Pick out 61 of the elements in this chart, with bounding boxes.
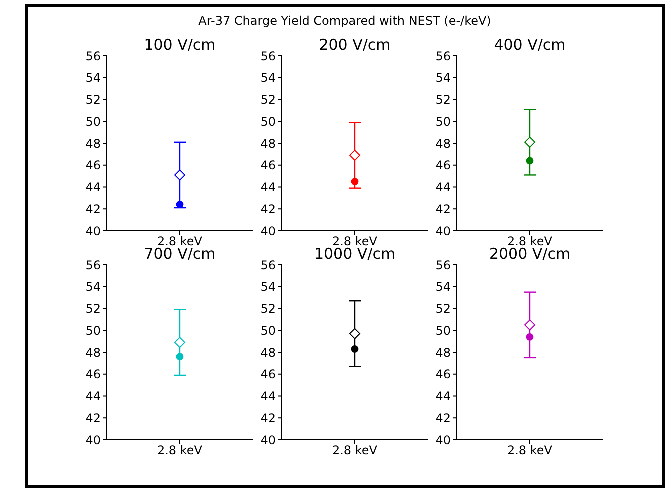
y-tick-label: 48 (436, 136, 451, 151)
y-tick-label: 42 (436, 202, 451, 216)
chart-title: 100 V/cm (143, 36, 217, 54)
y-tick-label: 42 (436, 411, 451, 426)
y-tick-label: 52 (86, 302, 101, 316)
y-tick-label: 42 (260, 411, 276, 426)
y-tick-label: 56 (436, 258, 451, 272)
y-tick-label: 50 (86, 114, 101, 129)
y-tick-label: 48 (436, 346, 451, 360)
y-tick-label: 46 (86, 158, 101, 173)
y-tick-label: 54 (260, 71, 276, 86)
y-tick-label: 50 (436, 324, 451, 338)
y-tick-label: 52 (86, 93, 101, 108)
y-tick-label: 56 (86, 49, 101, 64)
y-tick-label: 42 (86, 411, 101, 426)
y-tick-label: 48 (86, 136, 101, 151)
y-tick-label: 50 (260, 324, 276, 338)
y-tick-label: 56 (86, 258, 101, 272)
y-tick-label: 52 (260, 93, 276, 108)
x-tick-label: 2.8 keV (332, 444, 378, 458)
y-tick-label: 44 (260, 390, 276, 404)
y-tick-label: 48 (260, 136, 276, 151)
y-tick-label: 50 (436, 114, 451, 129)
y-tick-label: 52 (260, 302, 276, 316)
y-tick-label: 54 (260, 280, 276, 294)
y-tick-label: 54 (86, 71, 101, 86)
y-tick-label: 44 (436, 180, 451, 195)
y-tick-label: 40 (86, 224, 101, 238)
y-tick-label: 40 (436, 224, 451, 238)
y-tick-label: 44 (86, 390, 101, 404)
y-tick-label: 52 (436, 93, 451, 108)
y-tick-label: 46 (260, 158, 276, 173)
y-tick-label: 46 (436, 368, 451, 382)
y-tick-label: 40 (436, 433, 451, 448)
text: Ar-37 Charge Yield Compared with NEST (e-/keV) (198, 14, 492, 28)
y-tick-label: 44 (86, 180, 101, 195)
y-tick-label: 56 (436, 49, 451, 64)
chart-title: 200 V/cm (318, 36, 392, 54)
y-tick-label: 56 (260, 258, 276, 272)
y-tick-label: 54 (436, 71, 451, 86)
y-tick-label: 46 (260, 368, 276, 382)
y-tick-label: 46 (436, 158, 451, 173)
y-tick-label: 40 (86, 433, 101, 448)
y-tick-label: 54 (86, 280, 101, 294)
y-tick-label: 42 (260, 202, 276, 216)
y-tick-label: 44 (436, 390, 451, 404)
y-tick-label: 48 (260, 346, 276, 360)
y-tick-label: 44 (260, 180, 276, 195)
y-tick-label: 50 (86, 324, 101, 338)
y-tick-label: 46 (86, 368, 101, 382)
y-tick-label: 50 (260, 114, 276, 129)
y-tick-label: 48 (86, 346, 101, 360)
y-tick-label: 54 (436, 280, 451, 294)
x-tick-label: 2.8 keV (157, 444, 204, 458)
x-tick-label: 2.8 keV (507, 444, 554, 458)
y-tick-label: 56 (260, 49, 276, 64)
y-tick-label: 52 (436, 302, 451, 316)
y-tick-label: 42 (86, 202, 101, 216)
y-tick-label: 40 (260, 224, 276, 238)
y-tick-label: 40 (260, 433, 276, 448)
chart-title: 400 V/cm (493, 36, 567, 54)
